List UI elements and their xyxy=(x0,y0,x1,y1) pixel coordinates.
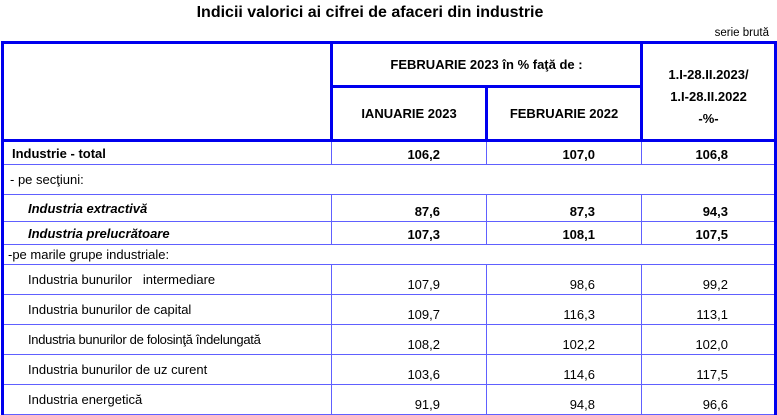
section-row: -pe marile grupe industriale: xyxy=(1,244,777,265)
table-row: Industria bunurilor de folosinţă îndelun… xyxy=(1,324,777,355)
table-row: Industria bunurilor de capital 109,7 116… xyxy=(1,294,777,325)
table-row: Industria extractivă 87,6 87,3 94,3 xyxy=(1,194,777,222)
section-label: - pe secţiuni: xyxy=(1,164,777,195)
table-row: Industria prelucrătoare 107,3 108,1 107,… xyxy=(1,221,777,245)
row-label: Industria energetică xyxy=(1,384,332,415)
row-label: Industria bunurilor de folosinţă îndelun… xyxy=(1,324,332,355)
cell-value: 117,5 xyxy=(641,354,777,385)
cell-value: 94,8 xyxy=(486,384,642,415)
section-row: - pe secţiuni: xyxy=(1,164,777,195)
header-col2: FEBRUARIE 2022 xyxy=(485,85,643,142)
header-row-top: FEBRUARIE 2023 în % faţă de : 1.I-28.II.… xyxy=(1,41,777,142)
cell-value: 102,2 xyxy=(486,324,642,355)
cell-value: 114,6 xyxy=(486,354,642,385)
table-row: Industria bunurilor de uz curent 103,6 1… xyxy=(1,354,777,385)
row-label: Industria prelucrătoare xyxy=(1,221,332,245)
row-label: Industria bunurilor de uz curent xyxy=(1,354,332,385)
row-label: Industria extractivă xyxy=(1,194,332,222)
header-col3-line3: -%- xyxy=(698,110,719,126)
cell-value: 107,5 xyxy=(641,221,777,245)
section-label: -pe marile grupe industriale: xyxy=(1,244,777,265)
cell-value: 106,2 xyxy=(331,139,487,165)
cell-value: 108,2 xyxy=(331,324,487,355)
header-col3-line2: 1.I-28.II.2022 xyxy=(670,88,747,104)
cell-value: 96,6 xyxy=(641,384,777,415)
header-col3-line1: 1.I-28.II.2023/ xyxy=(668,66,749,82)
cell-value: 107,9 xyxy=(331,264,487,295)
cell-value: 102,0 xyxy=(641,324,777,355)
header-col3: 1.I-28.II.2023/ 1.I-28.II.2022 -%- xyxy=(640,41,777,142)
cell-value: 99,2 xyxy=(641,264,777,295)
table-row: Industrie - total 106,2 107,0 106,8 xyxy=(1,139,777,165)
table-row: Industria bunurilor intermediare 107,9 9… xyxy=(1,264,777,295)
cell-value: 108,1 xyxy=(486,221,642,245)
cell-value: 109,7 xyxy=(331,294,487,325)
cell-value: 87,6 xyxy=(331,194,487,222)
cell-value: 91,9 xyxy=(331,384,487,415)
cell-value: 98,6 xyxy=(486,264,642,295)
data-table: FEBRUARIE 2023 în % faţă de : 1.I-28.II.… xyxy=(1,41,777,415)
row-label: Industria bunurilor intermediare xyxy=(1,264,332,295)
cell-value: 107,3 xyxy=(331,221,487,245)
cell-value: 113,1 xyxy=(641,294,777,325)
series-note: serie brută xyxy=(714,27,769,39)
cell-value: 103,6 xyxy=(331,354,487,385)
cell-value: 87,3 xyxy=(486,194,642,222)
cell-value: 94,3 xyxy=(641,194,777,222)
header-blank xyxy=(1,41,333,142)
cell-value: 107,0 xyxy=(486,139,642,165)
header-row-bottom: IANUARIE 2023 FEBRUARIE 2022 xyxy=(3,85,776,142)
row-label: Industrie - total xyxy=(1,139,332,165)
row-label: Industria bunurilor de capital xyxy=(1,294,332,325)
cell-value: 116,3 xyxy=(486,294,642,325)
table-row: Industria energetică 91,9 94,8 96,6 xyxy=(1,384,777,415)
header-col1: IANUARIE 2023 xyxy=(330,85,488,142)
page-title: Indicii valorici ai cifrei de afaceri di… xyxy=(196,4,544,21)
header-group: FEBRUARIE 2023 în % faţă de : xyxy=(330,41,643,88)
cell-value: 106,8 xyxy=(641,139,777,165)
